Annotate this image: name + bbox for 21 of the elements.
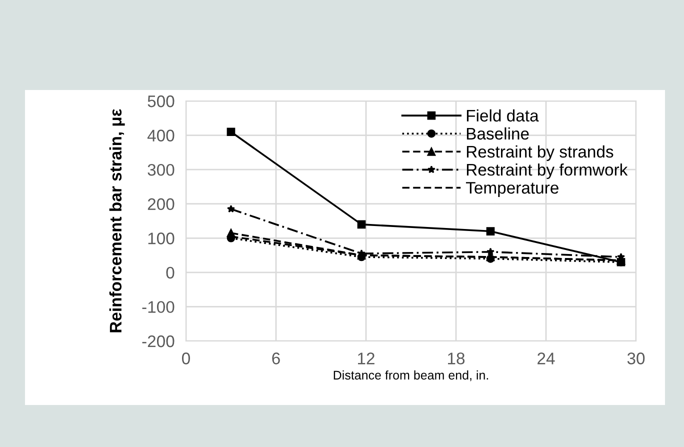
legend-label: Field data <box>466 109 539 122</box>
x-tick-label: 12 <box>358 352 374 364</box>
legend-label: Baseline <box>466 127 529 140</box>
x-tick-label: 30 <box>627 352 645 364</box>
y-tick-label: 200 <box>148 198 174 210</box>
legend-label: Temperature <box>466 182 558 198</box>
y-tick-label: 500 <box>148 95 174 108</box>
legend-label: Restraint by strands <box>466 145 614 161</box>
x-tick-label: 0 <box>182 352 190 364</box>
y-tick-label: 100 <box>148 232 174 244</box>
x-tick-label: 24 <box>538 352 555 364</box>
legend-label: Restraint by formwork <box>466 163 628 179</box>
y-tick-label: 0 <box>166 266 174 279</box>
y-tick-label: -100 <box>142 301 174 313</box>
x-axis-title: Distance from beam end, in. <box>334 370 488 382</box>
y-tick-label: -200 <box>142 335 174 348</box>
x-tick-label: 18 <box>448 352 465 364</box>
y-tick-label: 400 <box>147 130 174 142</box>
x-tick-label: 6 <box>272 352 280 364</box>
y-tick-label: 300 <box>148 164 174 176</box>
y-axis-title: Reinforcement bar strain, με <box>109 108 125 332</box>
